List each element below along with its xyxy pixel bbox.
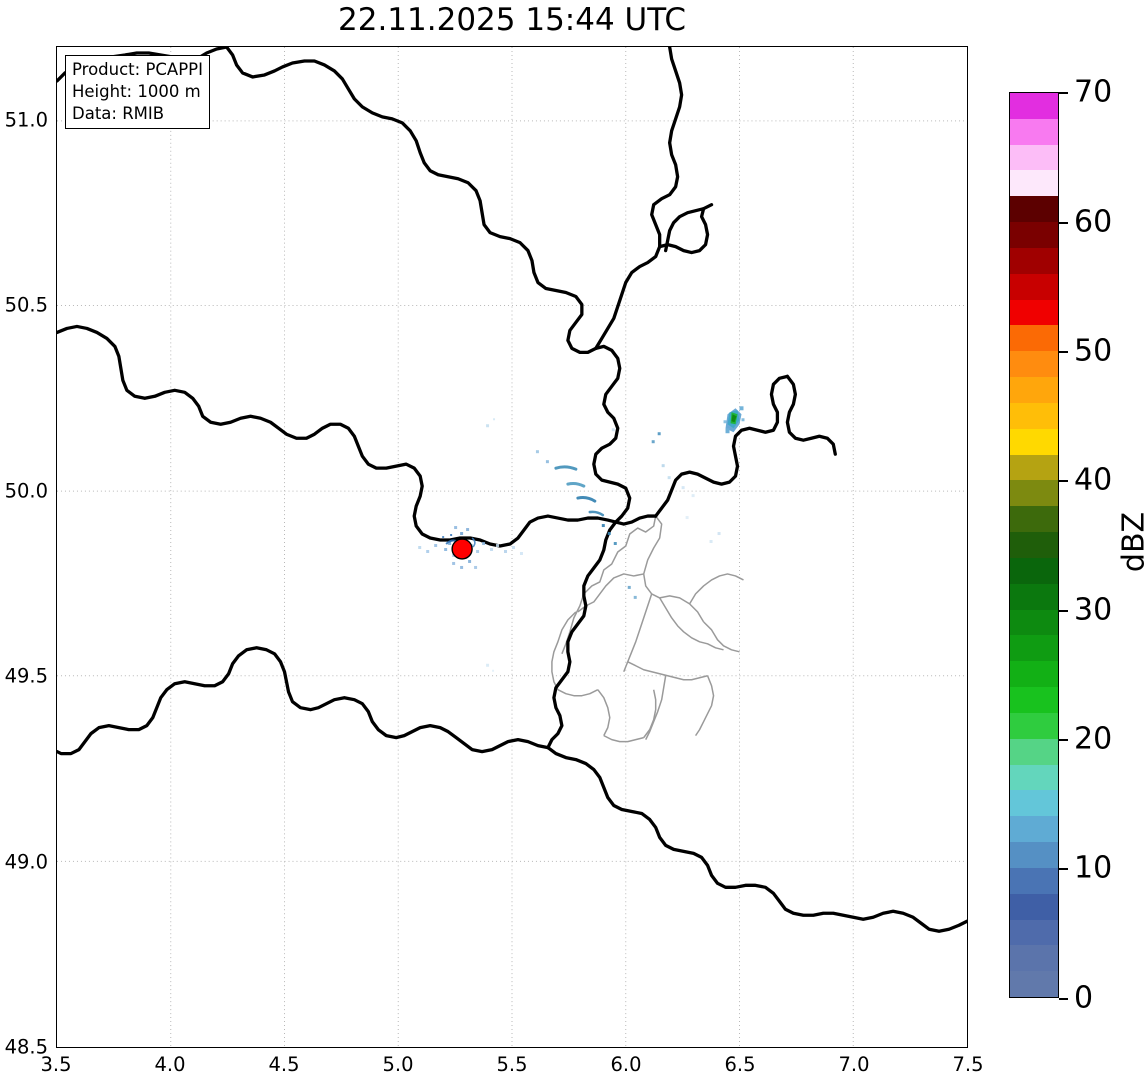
colorbar-band bbox=[1010, 144, 1058, 171]
colorbar-band bbox=[1010, 222, 1058, 248]
country-borders bbox=[57, 47, 967, 933]
y-tick-label: 49.5 bbox=[4, 664, 48, 688]
colorbar-tick-label: 10 bbox=[1074, 850, 1113, 886]
colorbar-band bbox=[1010, 247, 1058, 274]
colorbar-band bbox=[1010, 325, 1058, 352]
x-tick-label: 4.5 bbox=[268, 1053, 300, 1076]
y-tick-label: 50.5 bbox=[4, 293, 48, 317]
echo-cell-east bbox=[723, 406, 745, 434]
colorbar-band bbox=[1010, 867, 1058, 894]
colorbar-band bbox=[1010, 583, 1058, 610]
colorbar-band bbox=[1010, 506, 1058, 533]
colorbar-tick-mark bbox=[1059, 610, 1068, 612]
colorbar-band bbox=[1010, 170, 1058, 197]
y-tick-label: 49.0 bbox=[4, 850, 48, 874]
colorbar-band bbox=[1010, 196, 1058, 223]
colorbar-band bbox=[1010, 971, 1058, 997]
colorbar-band bbox=[1010, 377, 1058, 403]
colorbar-band bbox=[1010, 299, 1058, 326]
colorbar-band bbox=[1010, 893, 1058, 920]
colorbar-band bbox=[1010, 532, 1058, 558]
colorbar-tick-mark bbox=[1059, 998, 1068, 1000]
x-tick-label: 6.0 bbox=[610, 1053, 642, 1076]
colorbar-band bbox=[1010, 454, 1058, 481]
y-tick-label: 50.0 bbox=[4, 479, 48, 503]
radar-site-marker[interactable] bbox=[451, 538, 473, 560]
colorbar-tick-label: 40 bbox=[1074, 462, 1113, 498]
x-tick-label: 5.5 bbox=[496, 1053, 528, 1076]
info-data-source: Data: RMIB bbox=[72, 103, 165, 123]
info-product: Product: PCAPPI bbox=[72, 60, 203, 79]
colorbar-band bbox=[1010, 118, 1058, 145]
colorbar-band bbox=[1010, 661, 1058, 688]
x-tick-label: 7.0 bbox=[838, 1053, 870, 1076]
colorbar-band bbox=[1010, 816, 1058, 843]
colorbar-tick-mark bbox=[1059, 92, 1068, 94]
colorbar-band bbox=[1010, 402, 1058, 429]
info-height: Height: 1000 m bbox=[72, 81, 201, 101]
colorbar-band bbox=[1010, 790, 1058, 817]
colorbar-band bbox=[1010, 428, 1058, 455]
y-tick-label: 51.0 bbox=[4, 108, 48, 132]
x-tick-label: 3.5 bbox=[40, 1053, 72, 1076]
colorbar-band bbox=[1010, 687, 1058, 713]
colorbar-tick-label: 50 bbox=[1074, 333, 1113, 369]
x-tick-label: 4.0 bbox=[154, 1053, 186, 1076]
colorbar-axis-label: dBZ bbox=[1116, 511, 1145, 573]
colorbar-tick-label: 30 bbox=[1074, 592, 1113, 628]
colorbar-tick-label: 0 bbox=[1074, 980, 1094, 1016]
colorbar-band bbox=[1010, 945, 1058, 972]
page-title: 22.11.2025 15:44 UTC bbox=[338, 2, 686, 38]
colorbar-band bbox=[1010, 557, 1058, 584]
map-plot-area[interactable]: Product: PCAPPI Height: 1000 m Data: RMI… bbox=[56, 46, 968, 1048]
colorbar-band bbox=[1010, 273, 1058, 300]
colorbar-band bbox=[1010, 93, 1058, 119]
colorbar-band bbox=[1010, 842, 1058, 868]
info-box: Product: PCAPPI Height: 1000 m Data: RMI… bbox=[65, 55, 210, 130]
colorbar-band bbox=[1010, 635, 1058, 662]
colorbar-band bbox=[1010, 764, 1058, 791]
colorbar-tick-label: 60 bbox=[1074, 204, 1113, 240]
colorbar-tick-mark bbox=[1059, 222, 1068, 224]
colorbar-band bbox=[1010, 609, 1058, 636]
colorbar-band bbox=[1010, 738, 1058, 765]
x-tick-label: 6.5 bbox=[724, 1053, 756, 1076]
x-tick-label: 7.5 bbox=[952, 1053, 984, 1076]
colorbar-tick-mark bbox=[1059, 868, 1068, 870]
colorbar-band bbox=[1010, 919, 1058, 946]
colorbar-tick-mark bbox=[1059, 351, 1068, 353]
y-tick-label: 48.5 bbox=[4, 1035, 48, 1059]
colorbar-tick-label: 70 bbox=[1074, 74, 1113, 110]
map-canvas bbox=[57, 47, 967, 1047]
colorbar[interactable] bbox=[1009, 92, 1059, 998]
colorbar-tick-mark bbox=[1059, 739, 1068, 741]
colorbar-tick-mark bbox=[1059, 480, 1068, 482]
luxembourg-canton-borders bbox=[551, 515, 744, 743]
x-tick-label: 5.0 bbox=[382, 1053, 414, 1076]
colorbar-band bbox=[1010, 712, 1058, 739]
colorbar-band bbox=[1010, 351, 1058, 378]
colorbar-band bbox=[1010, 480, 1058, 507]
colorbar-tick-label: 20 bbox=[1074, 721, 1113, 757]
colorbar-gradient bbox=[1010, 93, 1058, 997]
